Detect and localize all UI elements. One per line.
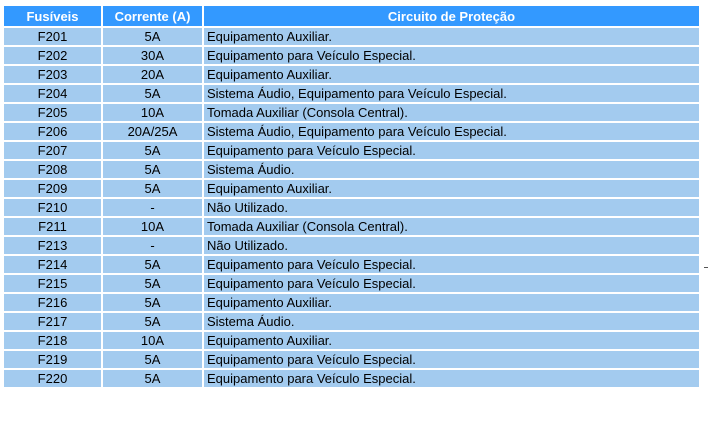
table-row: F210- Não Utilizado. xyxy=(2,197,701,218)
circuit-cell: Equipamento para Veículo Especial. xyxy=(202,273,701,294)
current-cell: 20A xyxy=(101,64,204,85)
current-cell: 5A xyxy=(101,83,204,104)
fuse-id-cell: F201 xyxy=(2,26,103,47)
current-cell: - xyxy=(101,235,204,256)
circuit-cell: Equipamento Auxiliar. xyxy=(202,26,701,47)
current-cell: 5A xyxy=(101,26,204,47)
fuse-id-cell: F204 xyxy=(2,83,103,104)
fuse-id-cell: F220 xyxy=(2,368,103,389)
circuit-cell: Tomada Auxiliar (Consola Central). xyxy=(202,216,701,237)
circuit-cell: Tomada Auxiliar (Consola Central). xyxy=(202,102,701,123)
fuse-id-cell: F202 xyxy=(2,45,103,66)
current-cell: 5A xyxy=(101,273,204,294)
fuse-id-cell: F206 xyxy=(2,121,103,142)
fuse-id-cell: F214 xyxy=(2,254,103,275)
circuit-cell: Equipamento para Veículo Especial. xyxy=(202,349,701,370)
fuse-table: Fusíveis Corrente (A) Circuito de Proteç… xyxy=(2,4,701,389)
circuit-cell: Equipamento Auxiliar. xyxy=(202,292,701,313)
fuse-id-cell: F205 xyxy=(2,102,103,123)
current-cell: 5A xyxy=(101,349,204,370)
circuit-cell: Sistema Áudio, Equipamento para Veículo … xyxy=(202,121,701,142)
circuit-cell: Sistema Áudio, Equipamento para Veículo … xyxy=(202,83,701,104)
table-row: F202 30A Equipamento para Veículo Especial… xyxy=(2,45,701,66)
table-row: F208 5A Sistema Áudio. xyxy=(2,159,701,180)
fuse-id-cell: F217 xyxy=(2,311,103,332)
current-cell: - xyxy=(101,197,204,218)
circuit-cell: Equipamento para Veículo Especial. xyxy=(202,368,701,389)
table-row: F220 5A Equipamento para Veículo Especial. xyxy=(2,368,701,389)
table-row: F219 5A Equipamento para Veículo Especial. xyxy=(2,349,701,370)
table-row: F201 5A Equipamento Auxiliar. xyxy=(2,26,701,47)
fuse-id-cell: F209 xyxy=(2,178,103,199)
table-row: F207 5A Equipamento para Veículo Especial. xyxy=(2,140,701,161)
table-row: F214 5A Equipamento para Veículo Especial. xyxy=(2,254,701,275)
current-cell: 30A xyxy=(101,45,204,66)
header-circuit: Circuito de Proteção xyxy=(202,4,701,28)
circuit-cell: Equipamento para Veículo Especial. xyxy=(202,140,701,161)
circuit-cell: Equipamento Auxiliar. xyxy=(202,178,701,199)
scroll-marker xyxy=(704,267,708,268)
current-cell: 5A xyxy=(101,254,204,275)
current-cell: 5A xyxy=(101,368,204,389)
table-row: F218 10A Equipamento Auxiliar. xyxy=(2,330,701,351)
fuse-id-cell: F216 xyxy=(2,292,103,313)
fuse-id-cell: F213 xyxy=(2,235,103,256)
circuit-cell: Equipamento Auxiliar. xyxy=(202,64,701,85)
table-row: F217 5A Sistema Áudio. xyxy=(2,311,701,332)
table-row: F213- Não Utilizado. xyxy=(2,235,701,256)
current-cell: 20A/25A xyxy=(101,121,204,142)
fuse-id-cell: F211 xyxy=(2,216,103,237)
table-row: F203 20A Equipamento Auxiliar. xyxy=(2,64,701,85)
fuse-id-cell: F219 xyxy=(2,349,103,370)
fuse-id-cell: F215 xyxy=(2,273,103,294)
table-row: F215 5A Equipamento para Veículo Especial. xyxy=(2,273,701,294)
current-cell: 5A xyxy=(101,178,204,199)
table-row: F211 10A Tomada Auxiliar (Consola Central)… xyxy=(2,216,701,237)
current-cell: 5A xyxy=(101,159,204,180)
circuit-cell: Sistema Áudio. xyxy=(202,311,701,332)
current-cell: 10A xyxy=(101,330,204,351)
fuse-id-cell: F218 xyxy=(2,330,103,351)
table-row: F209 5A Equipamento Auxiliar. xyxy=(2,178,701,199)
current-cell: 10A xyxy=(101,102,204,123)
current-cell: 10A xyxy=(101,216,204,237)
current-cell: 5A xyxy=(101,311,204,332)
fuse-id-cell: F203 xyxy=(2,64,103,85)
circuit-cell: Não Utilizado. xyxy=(202,197,701,218)
table-row: F206 20A/25A Sistema Áudio, Equipamento pa… xyxy=(2,121,701,142)
table-row: F204 5A Sistema Áudio, Equipamento para Ve… xyxy=(2,83,701,104)
header-row: Fusíveis Corrente (A) Circuito de Proteç… xyxy=(2,4,701,28)
fuse-id-cell: F210 xyxy=(2,197,103,218)
current-cell: 5A xyxy=(101,292,204,313)
table-row: F216 5A Equipamento Auxiliar. xyxy=(2,292,701,313)
header-fuse: Fusíveis xyxy=(2,4,103,28)
fuse-id-cell: F207 xyxy=(2,140,103,161)
circuit-cell: Equipamento para Veículo Especial. xyxy=(202,254,701,275)
current-cell: 5A xyxy=(101,140,204,161)
header-current: Corrente (A) xyxy=(101,4,204,28)
circuit-cell: Equipamento para Veículo Especial. xyxy=(202,45,701,66)
circuit-cell: Equipamento Auxiliar. xyxy=(202,330,701,351)
fuse-id-cell: F208 xyxy=(2,159,103,180)
circuit-cell: Sistema Áudio. xyxy=(202,159,701,180)
table-row: F205 10A Tomada Auxiliar (Consola Central)… xyxy=(2,102,701,123)
circuit-cell: Não Utilizado. xyxy=(202,235,701,256)
